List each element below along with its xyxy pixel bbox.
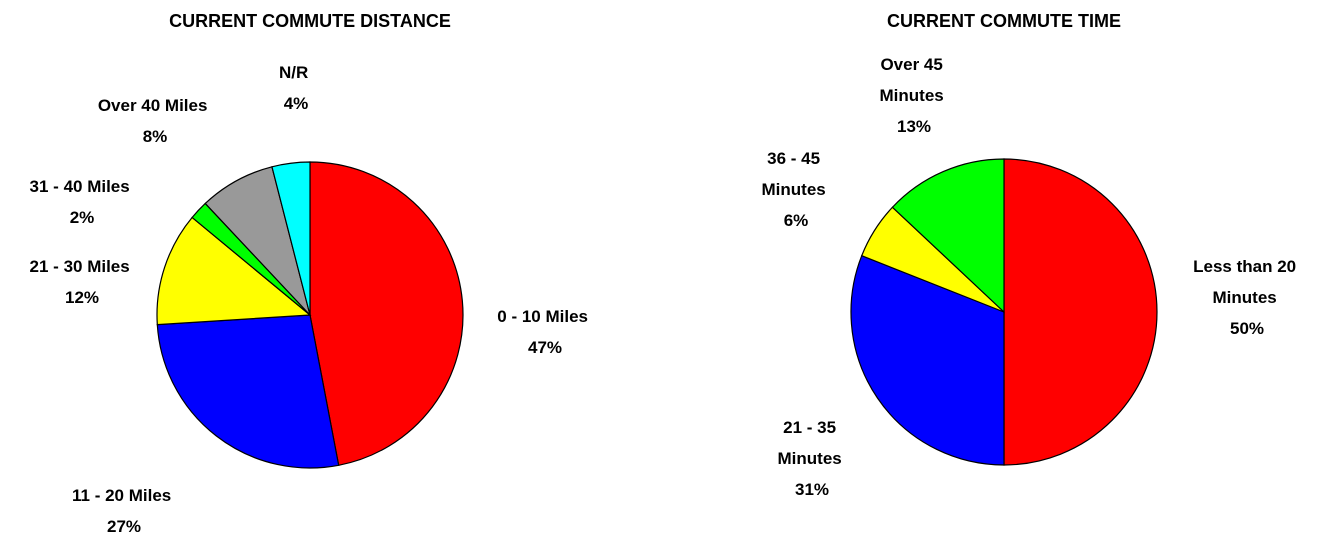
slice-label-0-10-miles: 0 - 10 Miles 47% [497,307,592,357]
slice-label-21-30-miles: 21 - 30 Miles 12% [30,257,135,307]
pie-slice-n-r [271,161,311,316]
slice-label-nr: N/R 4% [279,63,313,113]
pie-slice-21-35-minutes [850,254,1005,466]
slice-label-36-45-minutes: 36 - 45 Minutes 6% [762,149,831,230]
pie-labels: Less than 20 Minutes 50% 21 - 35 Minutes… [762,55,1301,499]
chart-title: CURRENT COMMUTE TIME [887,11,1121,31]
pie-slice-11-20-miles [156,314,340,469]
slice-label-less-than-20-minutes: Less than 20 Minutes 50% [1193,257,1301,338]
pie-slice-21-30-miles [156,216,312,326]
chart-title: CURRENT COMMUTE DISTANCE [169,11,451,31]
commute-time-chart: CURRENT COMMUTE TIME Less than 20 Minute… [762,11,1301,499]
slice-label-31-40-miles: 31 - 40 Miles 2% [30,177,135,227]
pie-slices [156,161,464,469]
slice-label-11-20-miles: 11 - 20 Miles 27% [72,486,176,536]
pie-labels: 0 - 10 Miles 47% 11 - 20 Miles 27% 21 - … [30,63,592,536]
pie-slice-0-10-miles [309,161,464,466]
pie-slices [850,158,1158,466]
commute-distance-chart: CURRENT COMMUTE DISTANCE 0 - 10 Miles 47… [30,11,592,536]
pie-slice-less-than-20-minutes [1003,158,1158,466]
slice-label-over-40-miles: Over 40 Miles 8% [98,96,212,146]
pie-slice-over-45-minutes [891,158,1005,314]
slice-label-21-35-minutes: 21 - 35 Minutes 31% [778,418,847,499]
slice-label-over-45-minutes: Over 45 Minutes 13% [880,55,949,136]
